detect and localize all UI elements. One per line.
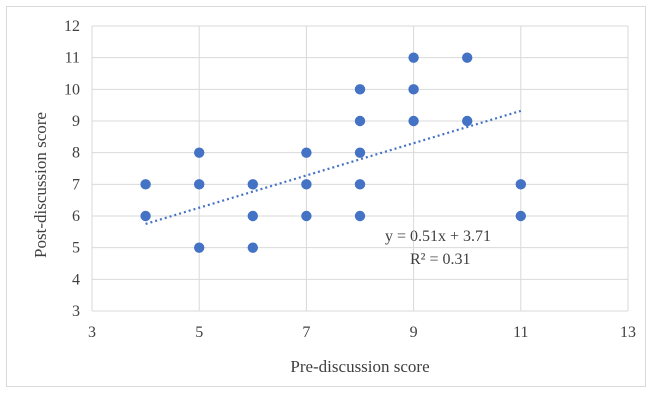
data-point xyxy=(301,210,312,222)
data-point xyxy=(354,179,366,190)
data-point xyxy=(194,147,205,158)
data-point xyxy=(247,210,258,222)
y-tick-label: 3 xyxy=(72,303,80,320)
y-axis-title: Post-discussion score xyxy=(31,112,50,258)
x-tick-label: 11 xyxy=(513,324,528,341)
y-tick-label: 11 xyxy=(65,50,80,67)
data-point xyxy=(408,84,419,95)
y-tick-label: 8 xyxy=(72,145,80,162)
y-tick-label: 4 xyxy=(72,271,80,288)
x-tick-label: 5 xyxy=(195,324,203,341)
data-point xyxy=(354,210,366,222)
data-point xyxy=(354,84,366,95)
x-tick-label: 3 xyxy=(88,324,96,341)
data-point xyxy=(354,115,366,127)
data-point xyxy=(301,147,312,158)
data-point xyxy=(194,179,205,190)
data-point xyxy=(140,179,151,190)
data-points xyxy=(140,52,526,253)
y-tick-label: 7 xyxy=(72,176,80,193)
trendline-r-squared: R² = 0.31 xyxy=(410,251,471,268)
x-tick-label: 9 xyxy=(410,324,418,341)
data-point xyxy=(462,52,473,63)
y-tick-label: 6 xyxy=(72,208,80,225)
data-point xyxy=(354,147,366,158)
trendline-group xyxy=(145,109,522,225)
x-tick-labels: 3 5 7 9 11 13 xyxy=(88,324,636,341)
data-point xyxy=(247,242,258,253)
x-tick-label: 7 xyxy=(302,324,310,341)
data-point xyxy=(515,210,526,222)
data-point xyxy=(140,210,151,222)
linear-trendline xyxy=(145,109,522,225)
x-axis-title: Pre-discussion score xyxy=(290,357,429,376)
data-point xyxy=(408,115,419,127)
data-point xyxy=(408,52,419,63)
y-tick-label: 12 xyxy=(64,18,80,35)
y-tick-labels: 3 4 5 6 7 8 9 10 11 12 xyxy=(64,18,80,320)
x-tick-label: 13 xyxy=(620,324,636,341)
chart-frame xyxy=(6,6,646,387)
data-point xyxy=(247,179,258,190)
data-point xyxy=(515,179,526,190)
y-tick-label: 10 xyxy=(64,81,80,98)
data-point xyxy=(301,179,312,190)
grid-lines xyxy=(91,25,629,312)
data-point xyxy=(194,242,205,253)
y-tick-label: 5 xyxy=(72,240,80,257)
data-point xyxy=(462,115,473,127)
trendline-equation: y = 0.51x + 3.71 xyxy=(385,228,491,245)
y-tick-label: 9 xyxy=(72,113,80,130)
